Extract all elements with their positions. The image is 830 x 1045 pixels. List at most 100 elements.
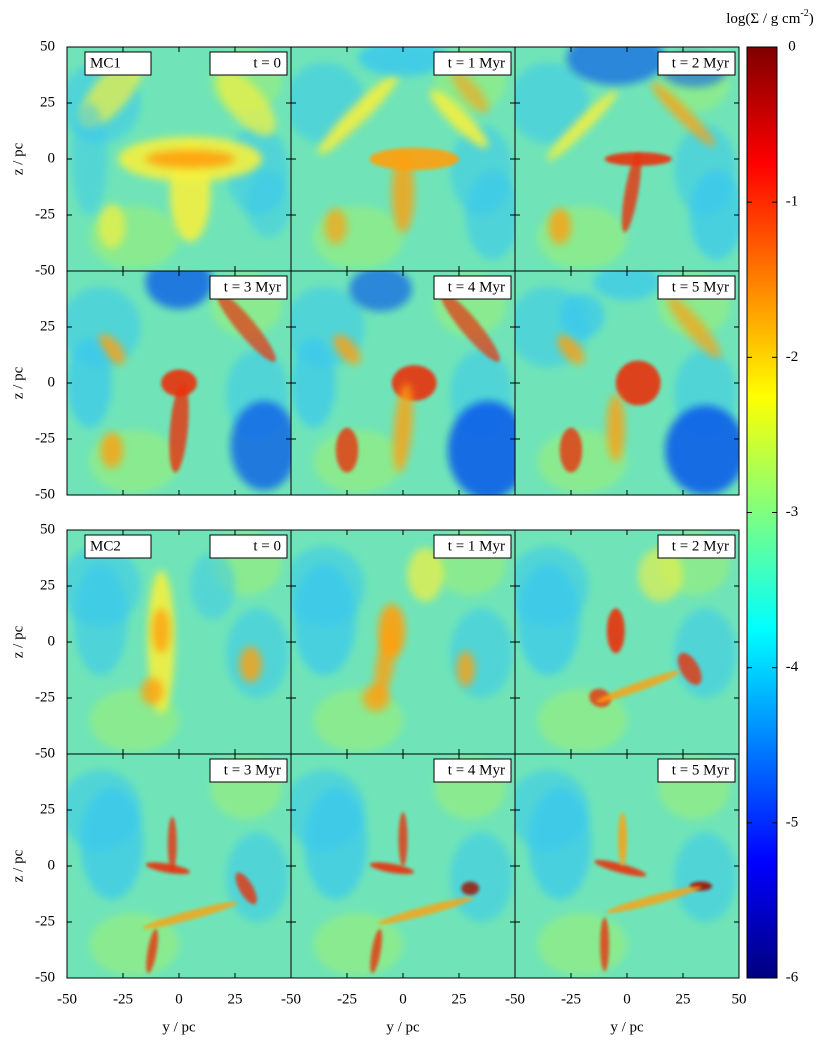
density-feature — [465, 170, 515, 260]
y-axis-label: z / pc — [10, 849, 26, 882]
density-feature — [98, 203, 126, 249]
colorbar-tick-label: -5 — [786, 814, 799, 830]
density-feature — [451, 70, 489, 114]
panel-image — [291, 754, 515, 978]
density-feature — [358, 47, 448, 77]
time-label-box — [433, 534, 512, 559]
colorbar-tick-label: -4 — [786, 659, 799, 675]
density-blob — [515, 62, 589, 144]
density-feature — [618, 812, 628, 866]
density-feature — [169, 383, 189, 473]
panel-image — [515, 47, 739, 271]
density-blob — [313, 689, 404, 752]
x-tick-label: 0 — [623, 991, 631, 1007]
panel-image — [515, 271, 739, 495]
density-feature — [190, 552, 236, 620]
density-feature — [677, 652, 702, 686]
x-tick-label: -50 — [505, 991, 525, 1007]
density-feature — [456, 650, 475, 687]
colorbar-tick-label: 0 — [788, 38, 796, 54]
time-label: t = 3 Myr — [224, 762, 281, 778]
density-feature — [606, 608, 625, 654]
y-tick-label: -25 — [35, 430, 55, 446]
x-tick-label: -25 — [561, 991, 581, 1007]
time-label-box — [209, 758, 288, 783]
density-blob — [674, 832, 737, 922]
colorbar-tick-label: -6 — [786, 969, 799, 985]
density-feature — [593, 271, 661, 301]
density-blob — [450, 608, 513, 698]
density-blob — [313, 913, 404, 976]
panel-image — [291, 271, 515, 495]
x-tick-label: 50 — [732, 991, 747, 1007]
y-tick-label: 50 — [40, 521, 55, 537]
density-feature — [689, 170, 739, 260]
density-feature — [230, 400, 291, 491]
time-label: t = 2 Myr — [672, 55, 729, 71]
x-tick-label: 0 — [399, 991, 407, 1007]
density-feature — [146, 929, 159, 974]
time-label: t = 5 Myr — [672, 279, 729, 295]
y-tick-label: 0 — [48, 374, 56, 390]
x-tick-label: -50 — [281, 991, 301, 1007]
density-feature — [304, 787, 368, 900]
colorbar-tick-label: -3 — [786, 504, 799, 520]
density-feature — [517, 563, 580, 676]
x-axis-label: y / pc — [386, 1019, 420, 1035]
density-feature — [391, 365, 437, 401]
time-label-box — [209, 275, 288, 300]
y-tick-label: -25 — [35, 689, 55, 705]
density-feature — [161, 369, 197, 397]
time-label-box — [209, 51, 288, 76]
panel-image — [67, 754, 291, 978]
time-label-box — [657, 534, 736, 559]
y-axis-label: z / pc — [10, 142, 26, 175]
time-label: t = 1 Myr — [448, 538, 505, 554]
density-feature — [566, 47, 666, 86]
density-blob — [537, 430, 627, 493]
time-label: t = 2 Myr — [672, 538, 729, 554]
density-blob — [89, 913, 179, 976]
density-feature — [100, 432, 124, 469]
density-feature — [374, 631, 396, 698]
density-feature — [594, 860, 647, 877]
x-tick-label: 25 — [452, 991, 467, 1007]
density-blob — [89, 430, 179, 493]
time-label-box — [657, 758, 736, 783]
density-feature — [596, 670, 681, 703]
x-tick-label: -25 — [113, 991, 133, 1007]
y-tick-label: 0 — [48, 633, 56, 649]
density-feature — [145, 271, 213, 310]
density-feature — [80, 787, 144, 900]
group-label-box — [84, 534, 152, 559]
time-label: t = 3 Myr — [224, 279, 281, 295]
time-label-box — [433, 758, 512, 783]
density-feature — [600, 917, 610, 972]
panel-image — [515, 530, 739, 754]
x-tick-label: 0 — [175, 991, 183, 1007]
time-label: t = 0 — [253, 55, 281, 71]
density-feature — [246, 170, 291, 238]
time-label-box — [657, 51, 736, 76]
density-feature — [216, 70, 276, 136]
density-feature — [606, 394, 625, 462]
density-feature — [638, 547, 683, 602]
y-tick-label: -50 — [35, 486, 55, 502]
y-tick-label: -50 — [35, 262, 55, 278]
density-feature — [589, 688, 612, 708]
colorbar-tick-label: -1 — [786, 194, 799, 210]
density-blob — [537, 913, 627, 976]
density-feature — [621, 152, 642, 233]
density-feature — [145, 862, 190, 875]
panel-image — [515, 754, 739, 978]
colorbar-label: log(Σ / g cm-2) — [726, 8, 813, 27]
x-tick-label: 25 — [228, 991, 243, 1007]
density-feature — [98, 334, 126, 365]
time-label: t = 4 Myr — [448, 762, 505, 778]
density-feature — [440, 292, 500, 362]
y-axis-label: z / pc — [10, 625, 26, 658]
density-feature — [152, 608, 171, 654]
y-tick-label: 25 — [40, 577, 55, 593]
density-feature — [235, 872, 257, 905]
density-feature — [324, 208, 347, 245]
